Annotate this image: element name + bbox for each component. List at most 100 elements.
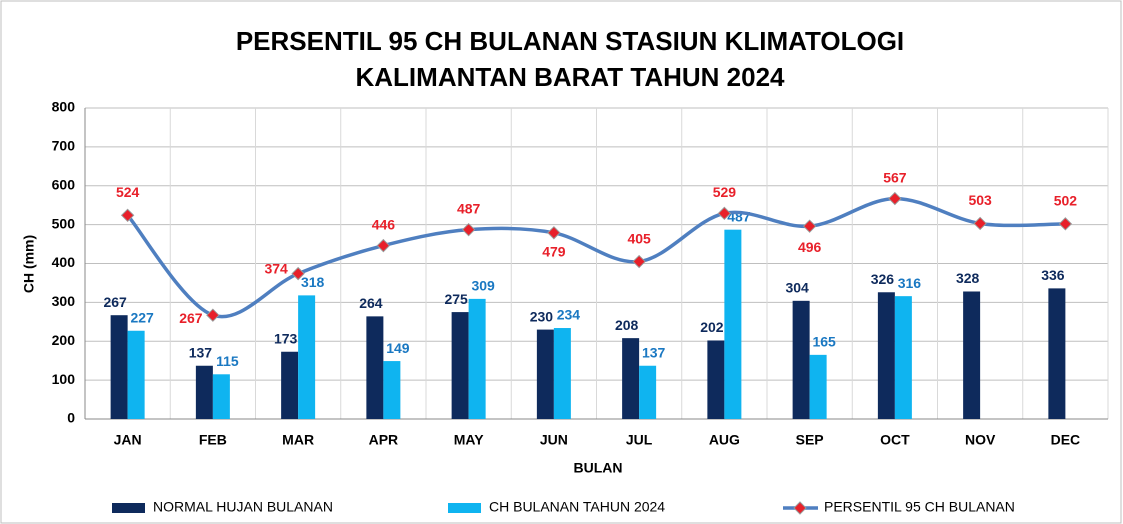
value-label: 479 — [542, 243, 566, 259]
marker — [802, 219, 817, 233]
y-tick-label: 0 — [67, 410, 75, 426]
bar — [195, 365, 213, 419]
x-tick-label: FEB — [199, 432, 227, 448]
x-tick-label: OCT — [880, 432, 910, 448]
chart-title: PERSENTIL 95 CH BULANAN STASIUN KLIMATOL… — [236, 26, 904, 56]
legend-label: NORMAL HUJAN BULANAN — [153, 499, 333, 515]
x-tick-label: DEC — [1051, 432, 1081, 448]
value-label: 309 — [471, 278, 495, 294]
chart-title: KALIMANTAN BARAT TAHUN 2024 — [356, 62, 786, 92]
bar — [707, 340, 725, 419]
x-tick-label: APR — [369, 432, 399, 448]
y-tick-label: 100 — [52, 371, 76, 387]
bar — [366, 316, 384, 419]
bar — [383, 361, 401, 419]
bar — [1048, 288, 1066, 419]
bar — [553, 328, 571, 419]
y-tick-label: 400 — [52, 254, 76, 270]
value-label: 529 — [713, 184, 737, 200]
x-tick-label: JAN — [114, 432, 142, 448]
bar — [110, 315, 128, 419]
bar — [451, 312, 469, 419]
bar — [894, 296, 912, 419]
bar — [809, 354, 827, 419]
value-label: 503 — [968, 192, 992, 208]
bar — [536, 329, 554, 419]
value-label: 275 — [444, 291, 468, 307]
marker — [376, 238, 391, 253]
marker — [461, 222, 476, 237]
marker — [1058, 217, 1073, 231]
x-axis-label: BULAN — [574, 460, 623, 476]
bar — [127, 330, 145, 419]
y-tick-label: 500 — [52, 215, 76, 231]
x-tick-label: SEP — [796, 432, 824, 448]
value-label: 115 — [216, 353, 239, 369]
bar — [639, 365, 657, 419]
value-label: 326 — [871, 271, 895, 287]
value-label: 208 — [615, 317, 639, 333]
bar — [298, 295, 316, 419]
x-tick-label: JUL — [626, 432, 653, 448]
bar — [792, 300, 810, 419]
value-label: 137 — [642, 344, 666, 360]
value-label: 267 — [103, 294, 127, 310]
marker — [120, 208, 135, 223]
bar — [468, 298, 486, 419]
legend-label: PERSENTIL 95 CH BULANAN — [824, 499, 1015, 515]
value-label: 487 — [457, 200, 481, 216]
value-label: 234 — [557, 307, 581, 323]
x-tick-label: MAY — [454, 432, 484, 448]
x-tick-label: NOV — [965, 432, 996, 448]
marker — [888, 191, 902, 206]
legend-label: CH BULANAN TAHUN 2024 — [489, 499, 665, 515]
value-label: 230 — [530, 308, 554, 324]
value-label: 567 — [883, 169, 907, 185]
legend-swatch — [448, 503, 481, 513]
value-label: 374 — [264, 260, 288, 276]
y-tick-label: 800 — [52, 99, 76, 115]
legend-swatch — [112, 503, 145, 513]
x-tick-label: JUN — [540, 432, 568, 448]
marker — [632, 254, 646, 269]
value-label: 328 — [956, 270, 980, 286]
value-label: 202 — [700, 319, 724, 335]
y-tick-label: 200 — [52, 332, 76, 348]
x-tick-label: AUG — [709, 432, 740, 448]
legend-marker — [793, 501, 807, 515]
value-label: 502 — [1054, 193, 1078, 209]
value-label: 316 — [898, 275, 922, 291]
value-label: 496 — [798, 239, 822, 255]
marker — [206, 308, 220, 322]
y-tick-label: 600 — [52, 176, 76, 192]
bar — [963, 291, 981, 419]
y-tick-label: 300 — [52, 293, 76, 309]
value-label: 173 — [274, 330, 298, 346]
marker — [717, 206, 732, 221]
marker — [547, 226, 561, 240]
bar — [724, 229, 742, 419]
bar — [281, 351, 299, 419]
value-label: 137 — [189, 344, 213, 360]
value-label: 227 — [130, 309, 154, 325]
value-label: 304 — [785, 280, 809, 296]
value-label: 405 — [627, 230, 651, 246]
bar — [622, 338, 640, 419]
bar — [877, 292, 895, 419]
value-label: 267 — [179, 310, 203, 326]
value-label: 336 — [1041, 267, 1065, 283]
y-tick-label: 700 — [52, 138, 76, 154]
x-tick-label: MAR — [282, 432, 314, 448]
value-label: 446 — [372, 216, 396, 232]
y-axis-label: CH (mm) — [21, 235, 37, 293]
value-label: 264 — [359, 295, 383, 311]
marker — [973, 216, 987, 231]
bar — [212, 374, 230, 419]
value-label: 318 — [301, 274, 325, 290]
value-label: 524 — [116, 184, 140, 200]
value-label: 149 — [386, 340, 410, 356]
value-label: 165 — [812, 334, 836, 350]
